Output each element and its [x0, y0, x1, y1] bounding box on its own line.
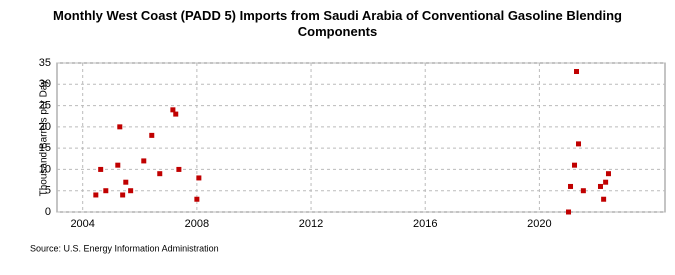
- point: [123, 179, 129, 185]
- y-tick-label: 25: [39, 99, 51, 111]
- plot-area: [56, 62, 666, 213]
- point: [601, 196, 607, 202]
- point: [597, 183, 603, 189]
- chart-title: Monthly West Coast (PADD 5) Imports from…: [53, 8, 622, 39]
- point: [572, 162, 578, 168]
- source: Source: U.S. Energy Information Administ…: [30, 243, 219, 253]
- point: [576, 141, 582, 147]
- point: [194, 196, 200, 202]
- point: [141, 158, 147, 164]
- y-tick-label: 30: [39, 78, 51, 90]
- point: [93, 192, 99, 198]
- point: [103, 188, 109, 194]
- point: [117, 124, 123, 130]
- y-tick-label: 35: [39, 57, 51, 69]
- point: [603, 179, 609, 185]
- y-tick-label: 15: [39, 142, 51, 154]
- point: [176, 166, 182, 172]
- x-tick-label: 2008: [185, 218, 209, 230]
- y-tick-label: 10: [39, 163, 51, 175]
- point: [98, 166, 104, 172]
- y-tick-label: 0: [45, 206, 51, 218]
- point: [568, 183, 574, 189]
- y-axis-label: Thousand Barrels per Day: [39, 80, 50, 197]
- point: [196, 175, 202, 181]
- y-tick-label: 5: [45, 185, 51, 197]
- point: [566, 209, 572, 215]
- point: [149, 132, 155, 138]
- point: [173, 111, 179, 117]
- point: [580, 188, 586, 194]
- y-tick-label: 20: [39, 121, 51, 133]
- x-tick-label: 2016: [413, 218, 437, 230]
- point: [574, 69, 580, 75]
- point: [157, 171, 163, 177]
- point: [170, 107, 176, 113]
- x-tick-label: 2020: [527, 218, 551, 230]
- point: [115, 162, 121, 168]
- point: [120, 192, 126, 198]
- x-tick-label: 2004: [70, 218, 94, 230]
- point: [128, 188, 134, 194]
- point: [605, 171, 611, 177]
- x-tick-label: 2012: [299, 218, 323, 230]
